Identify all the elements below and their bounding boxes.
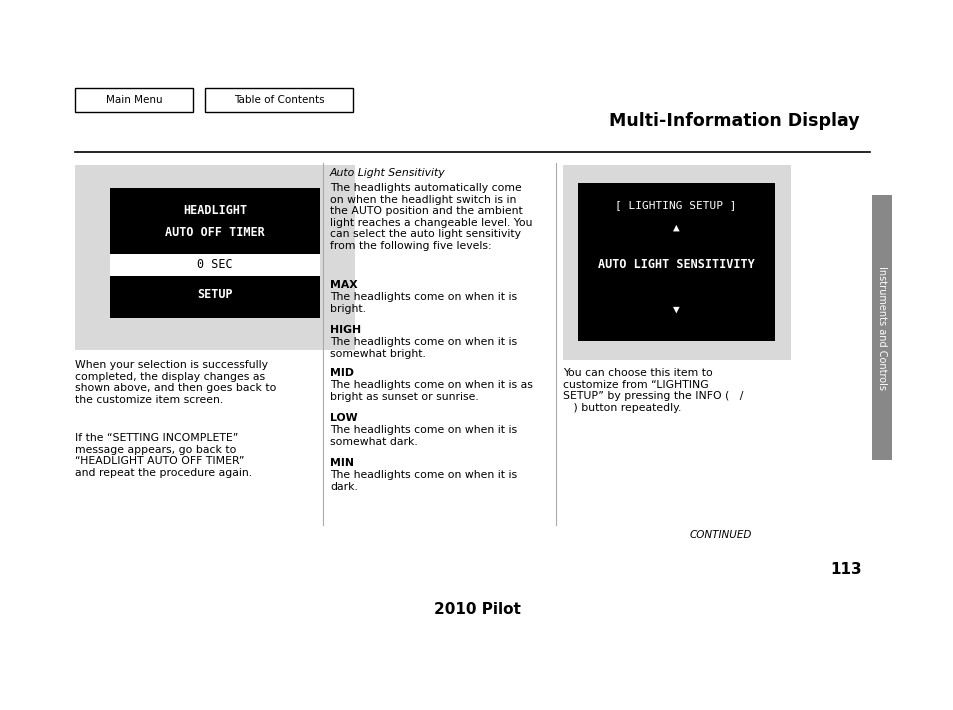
Text: The headlights come on when it is
bright.: The headlights come on when it is bright…: [330, 292, 517, 314]
Text: MID: MID: [330, 368, 354, 378]
Bar: [110, 188, 319, 318]
Bar: [110, 254, 319, 276]
Text: If the “SETTING INCOMPLETE”
message appears, go back to
“HEADLIGHT AUTO OFF TIME: If the “SETTING INCOMPLETE” message appe…: [75, 433, 252, 478]
Text: MAX: MAX: [330, 280, 357, 290]
Text: LOW: LOW: [330, 413, 357, 423]
Text: The headlights come on when it is
somewhat dark.: The headlights come on when it is somewh…: [330, 425, 517, 447]
Bar: [205, 88, 353, 112]
Text: The headlights come on when it is as
bright as sunset or sunrise.: The headlights come on when it is as bri…: [330, 380, 533, 402]
Text: MIN: MIN: [330, 458, 354, 468]
Text: AUTO OFF TIMER: AUTO OFF TIMER: [165, 226, 265, 239]
Text: The headlights come on when it is
somewhat bright.: The headlights come on when it is somewh…: [330, 337, 517, 359]
Text: HEADLIGHT: HEADLIGHT: [183, 204, 247, 217]
Text: [ LIGHTING SETUP ]: [ LIGHTING SETUP ]: [615, 200, 736, 210]
Bar: [75, 88, 193, 112]
Text: SETUP: SETUP: [197, 288, 233, 302]
Bar: [578, 183, 774, 341]
Text: Table of Contents: Table of Contents: [233, 95, 324, 105]
Text: HIGH: HIGH: [330, 325, 361, 335]
Text: Main Menu: Main Menu: [106, 95, 162, 105]
Text: CONTINUED: CONTINUED: [689, 530, 752, 540]
Text: The headlights automatically come
on when the headlight switch is in
the AUTO po: The headlights automatically come on whe…: [330, 183, 532, 251]
Bar: [75, 165, 355, 350]
Text: The headlights come on when it is
dark.: The headlights come on when it is dark.: [330, 470, 517, 491]
Text: Auto Light Sensitivity: Auto Light Sensitivity: [330, 168, 445, 178]
Text: When your selection is successfully
completed, the display changes as
shown abov: When your selection is successfully comp…: [75, 360, 276, 405]
Text: Instruments and Controls: Instruments and Controls: [876, 266, 886, 390]
Text: Multi-Information Display: Multi-Information Display: [609, 112, 859, 130]
Text: 2010 Pilot: 2010 Pilot: [433, 602, 520, 617]
Text: 0 SEC: 0 SEC: [197, 258, 233, 271]
Text: ▲: ▲: [672, 223, 679, 233]
Text: AUTO LIGHT SENSITIVITY: AUTO LIGHT SENSITIVITY: [597, 258, 754, 271]
Bar: [562, 165, 790, 360]
Text: ▼: ▼: [672, 305, 679, 315]
Text: You can choose this item to
customize from “LIGHTING
SETUP” by pressing the INFO: You can choose this item to customize fr…: [562, 368, 742, 413]
Bar: [871, 195, 891, 460]
Text: 113: 113: [829, 562, 862, 577]
